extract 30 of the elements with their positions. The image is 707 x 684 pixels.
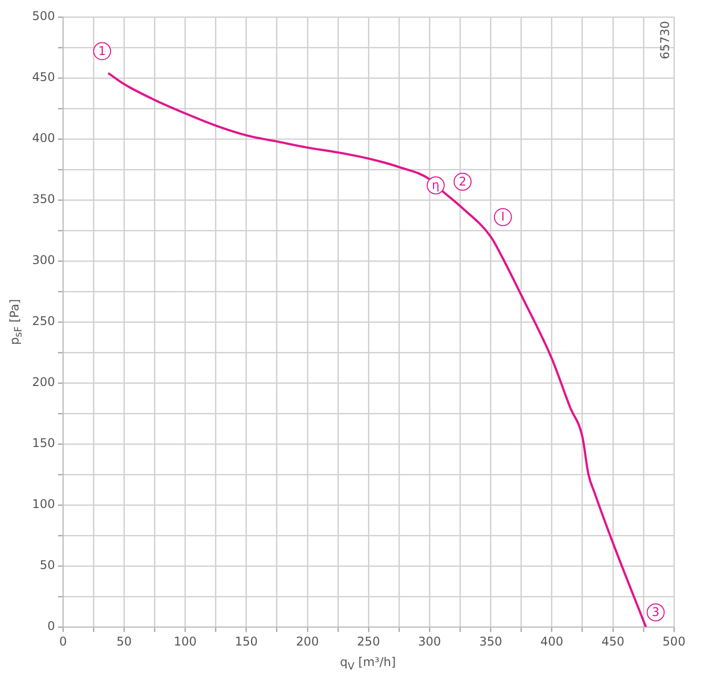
annotation: η	[432, 178, 440, 192]
x-tick-label: 450	[601, 634, 624, 648]
y-tick-label: 450	[32, 70, 55, 84]
y-tick-label: 150	[32, 436, 55, 450]
y-tick-label: 400	[32, 131, 55, 146]
annotation: I	[501, 210, 505, 224]
y-tick-label: 250	[32, 314, 55, 328]
annotation: 3	[652, 604, 660, 619]
x-tick-label: 150	[234, 634, 258, 648]
y-tick-label: 350	[32, 192, 55, 206]
y-tick-label: 300	[32, 253, 55, 268]
x-tick-label: 400	[540, 634, 564, 648]
annotation: 1	[98, 44, 106, 58]
x-tick-label: 300	[418, 634, 442, 648]
y-tick-label: 50	[40, 558, 55, 572]
y-tick-label: 0	[47, 619, 55, 634]
annotation: 2	[458, 174, 466, 188]
x-tick-label: 50	[116, 634, 132, 648]
annotation: 65730	[658, 21, 672, 60]
x-tick-label: 100	[174, 634, 197, 648]
x-tick-label: 200	[296, 634, 319, 648]
x-tick-label: 350	[479, 634, 502, 648]
x-tick-label: 0	[59, 634, 67, 648]
x-tick-label: 500	[662, 634, 686, 648]
x-tick-label: 250	[357, 634, 380, 648]
x-axis-title: q$_{V}$ [m³/h]	[340, 655, 396, 672]
y-tick-label: 100	[32, 497, 55, 512]
line-series	[107, 72, 647, 627]
y-tick-label: 500	[32, 9, 55, 24]
y-tick-label: 200	[32, 375, 55, 390]
